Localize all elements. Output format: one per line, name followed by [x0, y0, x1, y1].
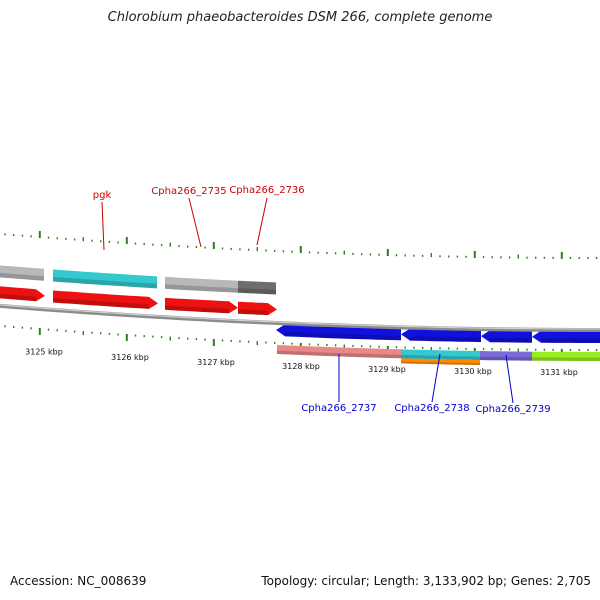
genome-backbone	[0, 303, 600, 332]
gene-label: Cpha266_2735	[151, 186, 226, 197]
gene-label: pgk	[93, 190, 112, 201]
scale-label: 3130 kbp	[454, 367, 492, 376]
leader-line	[431, 353, 441, 403]
gene-feature	[0, 286, 45, 302]
gene-label: Cpha266_2737	[301, 403, 376, 414]
scale-label: 3126 kbp	[111, 353, 149, 362]
gene-feature	[401, 349, 480, 360]
accession-label: Accession: NC_008639	[10, 574, 147, 588]
gene-feature	[165, 276, 238, 293]
scale-labels: 3125 kbp 3126 kbp 3127 kbp 3128 kbp 3129 kbp…	[25, 347, 578, 377]
leader-line	[505, 354, 514, 404]
outer-tick-track	[4, 230, 598, 259]
gene-feature	[238, 280, 276, 295]
gene-feature	[532, 351, 600, 361]
gene-label: Cpha266_2738	[394, 403, 469, 414]
scale-label: 3129 kbp	[368, 365, 406, 374]
gene-feature	[238, 301, 277, 316]
gene-labels: pgk Cpha266_2735 Cpha266_2736 Cpha266_2737 C…	[93, 185, 551, 415]
inner-tick-track	[4, 325, 598, 356]
leader-line	[256, 197, 268, 246]
gene-feature	[401, 328, 481, 343]
gene-feature	[53, 269, 157, 289]
gene-feature	[481, 330, 532, 343]
gene-feature	[53, 290, 158, 309]
leader-line	[101, 201, 105, 251]
scale-label: 3127 kbp	[197, 358, 235, 367]
gene-feature	[532, 330, 600, 343]
gene-label: Cpha266_2739	[475, 404, 550, 415]
label-leader-lines	[101, 197, 514, 404]
gene-feature	[401, 358, 480, 365]
scale-label: 3125 kbp	[25, 347, 63, 356]
scale-label: 3128 kbp	[282, 362, 320, 371]
map-title: Chlorobium phaeobacteroides DSM 266, com…	[107, 10, 493, 25]
leader-line	[188, 197, 202, 248]
scale-label: 3131 kbp	[540, 368, 578, 377]
gene-label: Cpha266_2736	[229, 185, 304, 196]
gene-feature	[0, 265, 44, 281]
genome-summary: Topology: circular; Length: 3,133,902 bp…	[261, 574, 591, 588]
backbone-line	[0, 303, 600, 332]
gene-feature	[165, 297, 238, 314]
